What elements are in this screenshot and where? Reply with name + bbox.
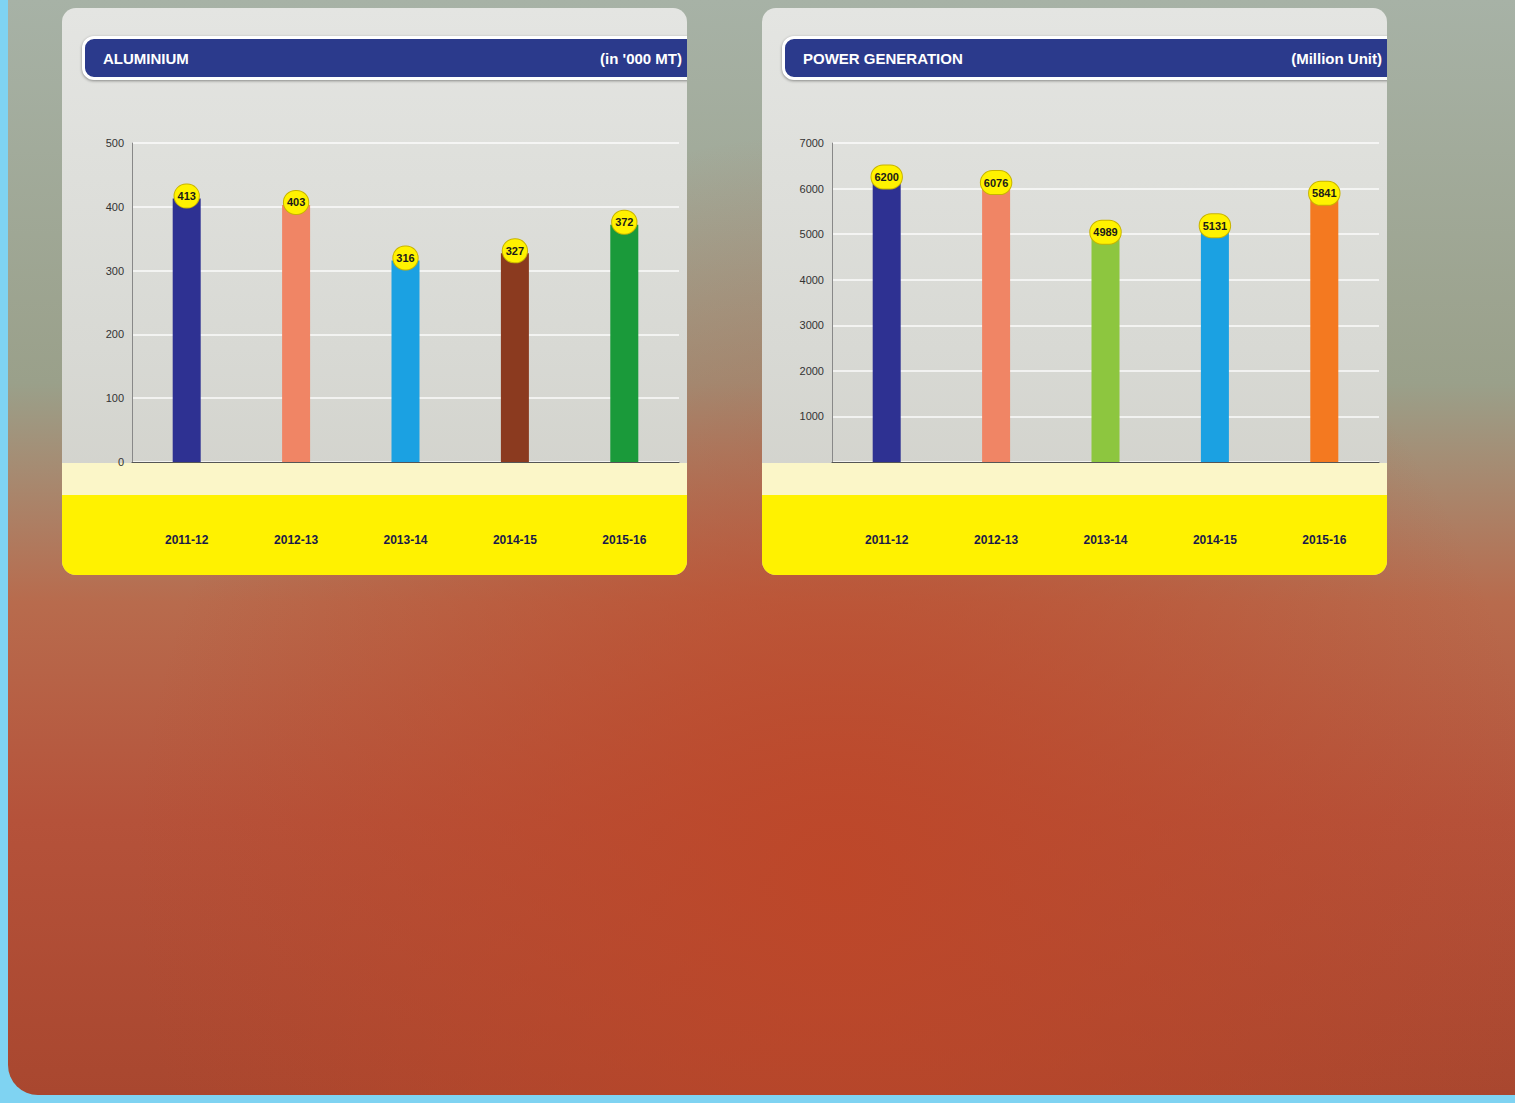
svg-text:1000: 1000 [800,410,824,422]
svg-text:4989: 4989 [1093,226,1117,238]
svg-text:4000: 4000 [800,274,824,286]
svg-text:327: 327 [506,245,524,257]
svg-text:400: 400 [106,201,124,213]
svg-text:2000: 2000 [800,365,824,377]
svg-text:2011-12: 2011-12 [865,533,909,547]
html-text:(in '000 MT): (in '000 MT) [600,49,682,67]
svg-text:7000: 7000 [800,137,824,149]
svg-text:413: 413 [178,190,196,202]
svg-text:500: 500 [106,137,124,149]
svg-text:5131: 5131 [1203,220,1227,232]
svg-text:2013-14: 2013-14 [383,533,427,547]
html-text:ALUMINIUM: ALUMINIUM [103,49,189,67]
svg-text:403: 403 [287,196,305,208]
svg-text:2011-12: 2011-12 [165,533,209,547]
svg-text:200: 200 [106,328,124,340]
svg-text:2012-13: 2012-13 [274,533,318,547]
svg-text:2013-14: 2013-14 [1083,533,1127,547]
svg-text:300: 300 [106,265,124,277]
svg-text:316: 316 [396,252,414,264]
svg-text:372: 372 [615,216,633,228]
svg-text:2012-13: 2012-13 [974,533,1018,547]
svg-text:5841: 5841 [1312,187,1336,199]
svg-text:2014-15: 2014-15 [493,533,537,547]
svg-text:2014-15: 2014-15 [1193,533,1237,547]
html-text:POWER GENERATION: POWER GENERATION [803,49,963,67]
html-text:(Million Unit): (Million Unit) [1291,49,1382,67]
svg-text:5000: 5000 [800,228,824,240]
svg-text:2015-16: 2015-16 [602,533,646,547]
svg-text:6000: 6000 [800,183,824,195]
svg-text:100: 100 [106,392,124,404]
svg-text:2015-16: 2015-16 [1302,533,1346,547]
svg-text:0: 0 [118,456,124,468]
svg-text:3000: 3000 [800,319,824,331]
svg-text:6200: 6200 [874,171,898,183]
svg-text:6076: 6076 [984,177,1008,189]
